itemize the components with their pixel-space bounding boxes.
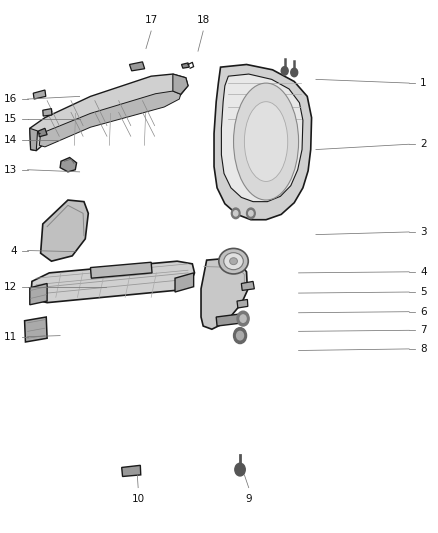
Polygon shape: [31, 261, 194, 303]
Text: 5: 5: [420, 287, 427, 297]
Ellipse shape: [244, 102, 288, 181]
Polygon shape: [221, 74, 303, 201]
Circle shape: [247, 208, 255, 219]
Circle shape: [281, 67, 288, 75]
Circle shape: [233, 211, 238, 216]
Polygon shape: [91, 262, 152, 278]
Polygon shape: [130, 62, 145, 71]
Polygon shape: [43, 109, 52, 116]
Polygon shape: [241, 281, 254, 290]
Polygon shape: [41, 200, 88, 261]
Text: 4: 4: [420, 267, 427, 277]
Ellipse shape: [230, 258, 237, 265]
Text: 17: 17: [145, 14, 158, 25]
Polygon shape: [30, 128, 38, 151]
Polygon shape: [30, 74, 188, 151]
Text: 6: 6: [420, 306, 427, 317]
Text: 11: 11: [4, 332, 17, 342]
Text: 16: 16: [4, 94, 17, 104]
Polygon shape: [175, 273, 194, 292]
Text: 4: 4: [10, 246, 17, 255]
Circle shape: [237, 332, 244, 340]
Ellipse shape: [219, 248, 248, 274]
Circle shape: [291, 68, 298, 77]
Text: 3: 3: [420, 227, 427, 237]
Text: 13: 13: [4, 165, 17, 175]
Text: 7: 7: [420, 325, 427, 335]
Polygon shape: [60, 158, 77, 172]
Circle shape: [235, 463, 245, 476]
Text: 12: 12: [4, 282, 17, 292]
Text: 15: 15: [4, 114, 17, 124]
Text: 2: 2: [420, 139, 427, 149]
Polygon shape: [201, 259, 247, 329]
Polygon shape: [25, 317, 47, 342]
Text: 10: 10: [131, 494, 145, 504]
Circle shape: [231, 208, 240, 219]
Ellipse shape: [224, 253, 243, 270]
Polygon shape: [216, 313, 247, 326]
Polygon shape: [237, 300, 248, 308]
Polygon shape: [39, 128, 47, 137]
Polygon shape: [181, 63, 189, 68]
Polygon shape: [39, 91, 180, 147]
Text: 9: 9: [245, 494, 252, 504]
Circle shape: [233, 328, 247, 344]
Text: 18: 18: [197, 14, 210, 25]
Circle shape: [237, 311, 249, 326]
Circle shape: [249, 211, 253, 216]
Circle shape: [240, 315, 246, 322]
Polygon shape: [33, 90, 46, 99]
Polygon shape: [122, 465, 141, 477]
Polygon shape: [214, 64, 311, 220]
Ellipse shape: [233, 83, 299, 200]
Polygon shape: [173, 74, 188, 94]
Text: 14: 14: [4, 135, 17, 145]
Text: 1: 1: [420, 78, 427, 88]
Text: 8: 8: [420, 344, 427, 354]
Polygon shape: [30, 284, 47, 305]
